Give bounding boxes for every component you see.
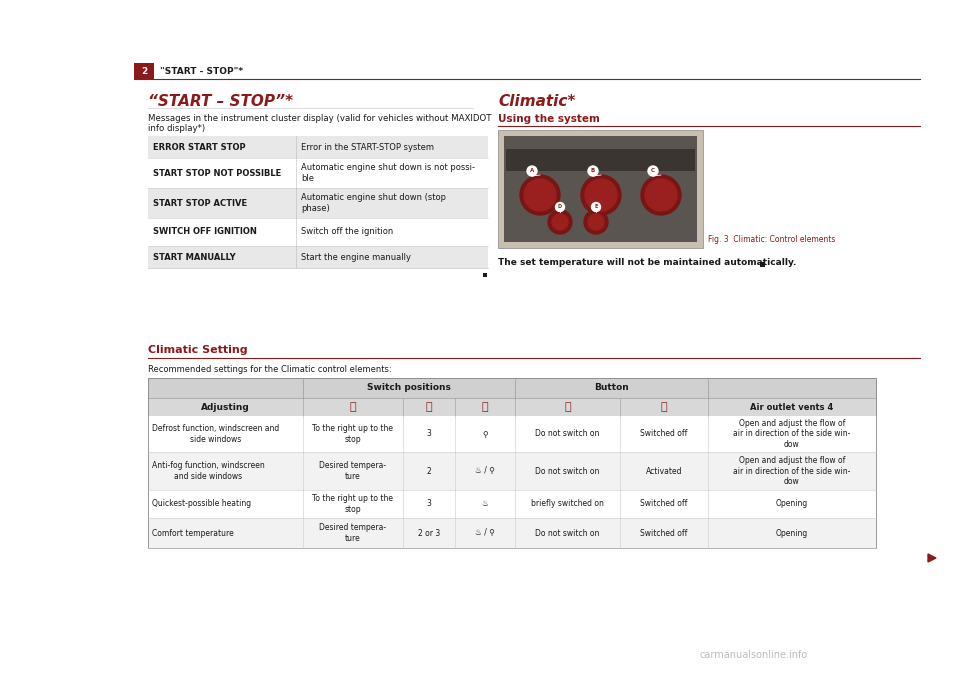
- Text: Desired tempera-
ture: Desired tempera- ture: [320, 524, 387, 543]
- Text: 3: 3: [426, 430, 431, 439]
- Text: Switch off the ignition: Switch off the ignition: [301, 227, 394, 236]
- Text: Switch positions: Switch positions: [367, 384, 451, 392]
- Text: Recommended settings for the Climatic control elements:: Recommended settings for the Climatic co…: [148, 365, 392, 374]
- Text: Climatic Setting: Climatic Setting: [148, 345, 248, 355]
- Text: briefly switched on: briefly switched on: [531, 500, 604, 509]
- Circle shape: [524, 179, 556, 211]
- Text: Anti-fog function, windscreen
and side windows: Anti-fog function, windscreen and side w…: [152, 461, 265, 481]
- Text: B: B: [590, 168, 595, 174]
- Text: 2: 2: [141, 67, 147, 75]
- Text: START STOP NOT POSSIBLE: START STOP NOT POSSIBLE: [153, 168, 281, 177]
- Text: Error in the START-STOP system: Error in the START-STOP system: [301, 143, 434, 151]
- Text: Do not switch on: Do not switch on: [536, 528, 600, 538]
- Text: Adjusting: Adjusting: [202, 403, 250, 413]
- Text: Open and adjust the flow of
air in direction of the side win-
dow: Open and adjust the flow of air in direc…: [733, 419, 851, 449]
- Text: Desired tempera-
ture: Desired tempera- ture: [320, 461, 387, 481]
- Text: Quickest-possible heating: Quickest-possible heating: [152, 500, 252, 509]
- Text: Do not switch on: Do not switch on: [536, 430, 600, 439]
- Text: Climatic*: Climatic*: [498, 94, 575, 109]
- Circle shape: [648, 166, 658, 176]
- Text: Defrost function, windscreen and
side windows: Defrost function, windscreen and side wi…: [152, 424, 279, 443]
- Bar: [148, 136, 488, 158]
- Bar: [148, 398, 876, 416]
- Text: D: D: [558, 204, 562, 210]
- Text: “START – STOP”*: “START – STOP”*: [148, 94, 293, 109]
- Text: Using the system: Using the system: [498, 114, 600, 124]
- Circle shape: [584, 210, 608, 234]
- Text: Automatic engine shut down (stop
phase): Automatic engine shut down (stop phase): [301, 194, 446, 213]
- Text: 2 or 3: 2 or 3: [418, 528, 440, 538]
- Bar: [148, 416, 876, 452]
- Text: ⚲: ⚲: [482, 430, 488, 439]
- Text: Ⓑ: Ⓑ: [425, 402, 432, 412]
- Text: To the right up to the
stop: To the right up to the stop: [313, 494, 394, 514]
- Circle shape: [588, 166, 598, 176]
- Text: ERROR START STOP: ERROR START STOP: [153, 143, 246, 151]
- Bar: [148, 378, 876, 398]
- Circle shape: [645, 179, 677, 211]
- Text: Button: Button: [594, 384, 629, 392]
- Text: "START - STOP"*: "START - STOP"*: [160, 67, 243, 75]
- Text: Messages in the instrument cluster display (valid for vehicles without MAXIDOT
i: Messages in the instrument cluster displ…: [148, 114, 492, 133]
- Text: To the right up to the
stop: To the right up to the stop: [313, 424, 394, 443]
- Text: Opening: Opening: [776, 528, 808, 538]
- Text: Start the engine manually: Start the engine manually: [301, 253, 411, 261]
- Circle shape: [556, 202, 564, 211]
- Bar: [148, 246, 488, 268]
- Circle shape: [588, 214, 604, 230]
- Bar: [483, 273, 487, 277]
- Circle shape: [520, 175, 560, 215]
- Text: START STOP ACTIVE: START STOP ACTIVE: [153, 198, 247, 208]
- Text: Open and adjust the flow of
air in direction of the side win-
dow: Open and adjust the flow of air in direc…: [733, 456, 851, 486]
- Text: Ⓒ: Ⓒ: [482, 402, 489, 412]
- Circle shape: [641, 175, 681, 215]
- Circle shape: [585, 179, 617, 211]
- Bar: [504, 136, 697, 242]
- Bar: [148, 518, 876, 548]
- Bar: [760, 262, 765, 267]
- Text: E: E: [594, 204, 598, 210]
- Bar: [134, 63, 154, 79]
- Circle shape: [581, 175, 621, 215]
- Text: 3: 3: [426, 500, 431, 509]
- Text: Ⓔ: Ⓔ: [660, 402, 667, 412]
- Text: START MANUALLY: START MANUALLY: [153, 253, 235, 261]
- Text: Fig. 3  Climatic: Control elements: Fig. 3 Climatic: Control elements: [708, 236, 835, 244]
- Text: C: C: [651, 168, 655, 174]
- Bar: [148, 490, 876, 518]
- Circle shape: [527, 166, 537, 176]
- Text: ♨ / ⚲: ♨ / ⚲: [475, 528, 495, 538]
- Text: Switched off: Switched off: [640, 500, 687, 509]
- Text: Activated: Activated: [646, 466, 683, 475]
- Polygon shape: [928, 554, 936, 562]
- Bar: [148, 158, 488, 188]
- Circle shape: [548, 210, 572, 234]
- Circle shape: [591, 202, 601, 211]
- Bar: [148, 452, 876, 490]
- Text: ♨: ♨: [482, 500, 489, 509]
- Text: Ⓓ: Ⓓ: [564, 402, 571, 412]
- Bar: [148, 378, 876, 548]
- Bar: [498, 130, 703, 248]
- Text: Switched off: Switched off: [640, 430, 687, 439]
- Text: The set temperature will not be maintained automatically.: The set temperature will not be maintain…: [498, 258, 797, 267]
- Text: Ⓐ: Ⓐ: [349, 402, 356, 412]
- Text: A: A: [530, 168, 534, 174]
- Text: Switched off: Switched off: [640, 528, 687, 538]
- Text: SWITCH OFF IGNITION: SWITCH OFF IGNITION: [153, 227, 257, 236]
- Text: Automatic engine shut down is not possi-
ble: Automatic engine shut down is not possi-…: [301, 164, 475, 183]
- Bar: [148, 218, 488, 246]
- Bar: [148, 188, 488, 218]
- Text: ♨ / ⚲: ♨ / ⚲: [475, 466, 495, 475]
- Text: 2: 2: [426, 466, 431, 475]
- Circle shape: [552, 214, 568, 230]
- Text: Comfort temperature: Comfort temperature: [152, 528, 233, 538]
- Text: carmanualsonline.info: carmanualsonline.info: [700, 650, 808, 660]
- Bar: [506, 149, 695, 171]
- Text: Opening: Opening: [776, 500, 808, 509]
- Text: Do not switch on: Do not switch on: [536, 466, 600, 475]
- Text: Air outlet vents 4: Air outlet vents 4: [751, 403, 833, 413]
